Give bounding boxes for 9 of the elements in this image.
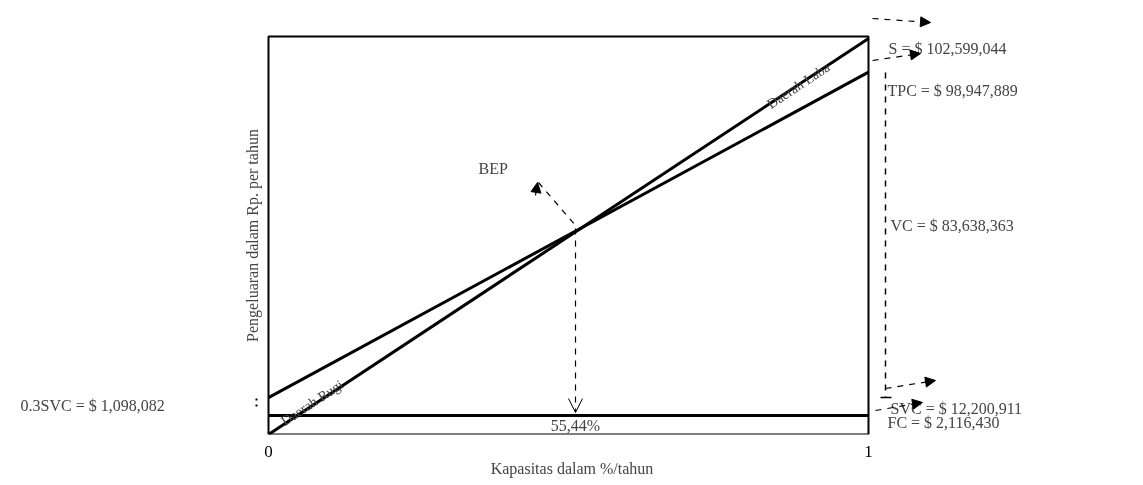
annotation: BEP bbox=[478, 160, 508, 177]
x-axis-title: Kapasitas dalam %/tahun bbox=[490, 459, 654, 478]
annotation: 55,44% bbox=[550, 417, 601, 434]
y-axis-title: Pengeluaran dalam Rp. per tahun bbox=[243, 129, 262, 342]
x-tick-label: 1 bbox=[864, 441, 873, 461]
text: 0.3SVC = $ 1,098,082 bbox=[20, 397, 165, 414]
text: VC = $ 83,638,363 bbox=[890, 217, 1014, 234]
x-tick-label: 0 bbox=[264, 441, 273, 461]
text: TPC = $ 98,947,889 bbox=[887, 82, 1018, 99]
